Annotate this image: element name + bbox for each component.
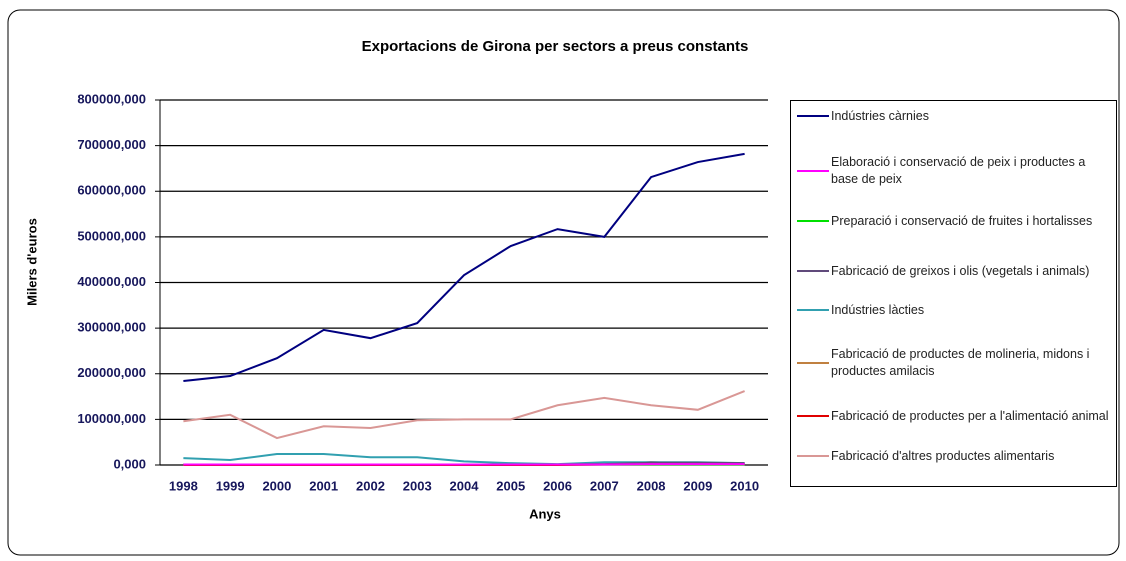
x-tick-label: 2006 [543, 478, 572, 493]
legend-swatch [797, 270, 829, 272]
legend-entry: Fabricació de greixos i olis (vegetals i… [797, 254, 1115, 288]
x-tick-label: 2004 [450, 478, 480, 493]
x-tick-label: 2005 [496, 478, 525, 493]
legend-label: Indústries càrnies [831, 108, 929, 123]
legend-label: Fabricació de greixos i olis (vegetals i… [831, 263, 1090, 278]
legend-entry: Elaboració i conservació de peix i produ… [797, 154, 1115, 188]
x-tick-label: 2010 [730, 478, 759, 493]
y-tick-label: 600000,000 [77, 183, 146, 198]
x-tick-label: 1998 [169, 478, 198, 493]
legend-entry: Preparació i conservació de fruites i ho… [797, 204, 1115, 238]
y-tick-label: 300000,000 [77, 320, 146, 335]
x-tick-label: 1999 [216, 478, 245, 493]
legend-label: Preparació i conservació de fruites i ho… [831, 213, 1093, 228]
chart-frame [7, 9, 1120, 556]
x-tick-label: 2000 [262, 478, 291, 493]
legend-swatch [797, 309, 829, 311]
x-tick-label: 2003 [403, 478, 432, 493]
x-tick-label: 2002 [356, 478, 385, 493]
x-axis-label: Anys [529, 506, 561, 521]
x-tick-label: 2001 [309, 478, 338, 493]
legend-swatch [797, 170, 829, 172]
y-tick-label: 700000,000 [77, 137, 146, 152]
y-tick-label: 400000,000 [77, 274, 146, 289]
y-tick-label: 0,000 [113, 456, 146, 471]
y-tick-label: 200000,000 [77, 365, 146, 380]
legend: Indústries càrnies Elaboració i conservac… [790, 100, 1117, 487]
x-tick-label: 2007 [590, 478, 619, 493]
y-tick-label: 800000,000 [77, 91, 146, 106]
y-axis-label: Milers d'euros [24, 218, 39, 306]
y-tick-label: 100000,000 [77, 411, 146, 426]
legend-swatch [797, 455, 829, 457]
x-tick-label: 2009 [683, 478, 712, 493]
legend-label: Fabricació de productes de molineria, mi… [831, 347, 1090, 378]
legend-label: Fabricació de productes per a l'alimenta… [831, 408, 1109, 423]
legend-entry: Indústries càrnies [797, 99, 1115, 133]
x-tick-label: 2008 [637, 478, 666, 493]
legend-swatch [797, 362, 829, 364]
y-tick-label: 500000,000 [77, 228, 146, 243]
legend-label: Elaboració i conservació de peix i produ… [831, 155, 1086, 186]
legend-swatch [797, 115, 829, 117]
legend-label: Fabricació d'altres productes alimentari… [831, 448, 1055, 463]
legend-swatch [797, 220, 829, 222]
legend-entry: Fabricació d'altres productes alimentari… [797, 439, 1115, 473]
chart-title: Exportacions de Girona per sectors a pre… [362, 38, 749, 55]
legend-entry: Fabricació de productes per a l'alimenta… [797, 399, 1115, 433]
legend-swatch [797, 415, 829, 417]
legend-label: Indústries làcties [831, 302, 925, 317]
series-line [183, 390, 745, 440]
legend-entry: Indústries làcties [797, 293, 1115, 327]
legend-entry: Fabricació de productes de molineria, mi… [797, 346, 1115, 380]
series-line [183, 152, 745, 383]
